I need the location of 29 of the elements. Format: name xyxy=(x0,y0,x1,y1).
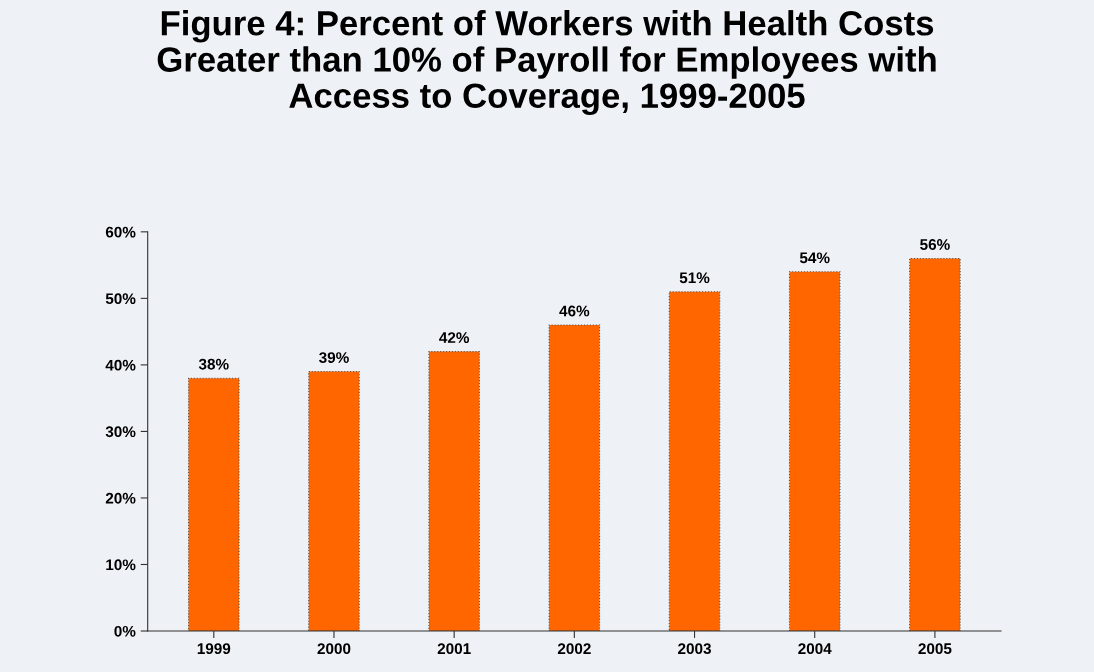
x-tick-label: 1999 xyxy=(197,643,231,655)
data-label: 42% xyxy=(439,332,470,343)
x-tick-label: 2000 xyxy=(317,643,351,655)
bar xyxy=(909,257,961,632)
chart-title: Figure 4: Percent of Workers with Health Costs Greater than 10% of Payroll for Employees with Access to Coverage, 1999-2005 xyxy=(157,10,936,116)
data-label: 51% xyxy=(679,272,710,284)
x-tick-label: 2004 xyxy=(798,643,832,655)
x-tick-label: 2005 xyxy=(918,643,952,655)
data-label: 54% xyxy=(799,252,830,264)
y-tick-label: 60% xyxy=(105,226,136,238)
bar xyxy=(668,291,721,632)
y-tick-label: 50% xyxy=(105,293,136,305)
bar xyxy=(308,370,360,632)
y-tick-label: 30% xyxy=(105,426,136,438)
bar xyxy=(187,377,240,632)
data-label: 46% xyxy=(559,305,590,317)
y-tick-label: 0% xyxy=(114,625,136,637)
x-tick-label: 2002 xyxy=(557,643,591,655)
bar xyxy=(788,271,841,632)
x-tick-label: 2001 xyxy=(437,643,471,655)
x-tick-label: 2003 xyxy=(678,643,711,655)
bar xyxy=(428,351,480,632)
y-tick-label: 10% xyxy=(106,559,136,571)
data-label: 39% xyxy=(319,352,349,363)
y-tick-label: 20% xyxy=(105,492,136,504)
bar xyxy=(548,324,601,632)
data-label: 38% xyxy=(198,358,229,370)
data-label: 56% xyxy=(920,239,950,250)
y-tick-label: 40% xyxy=(105,359,136,371)
